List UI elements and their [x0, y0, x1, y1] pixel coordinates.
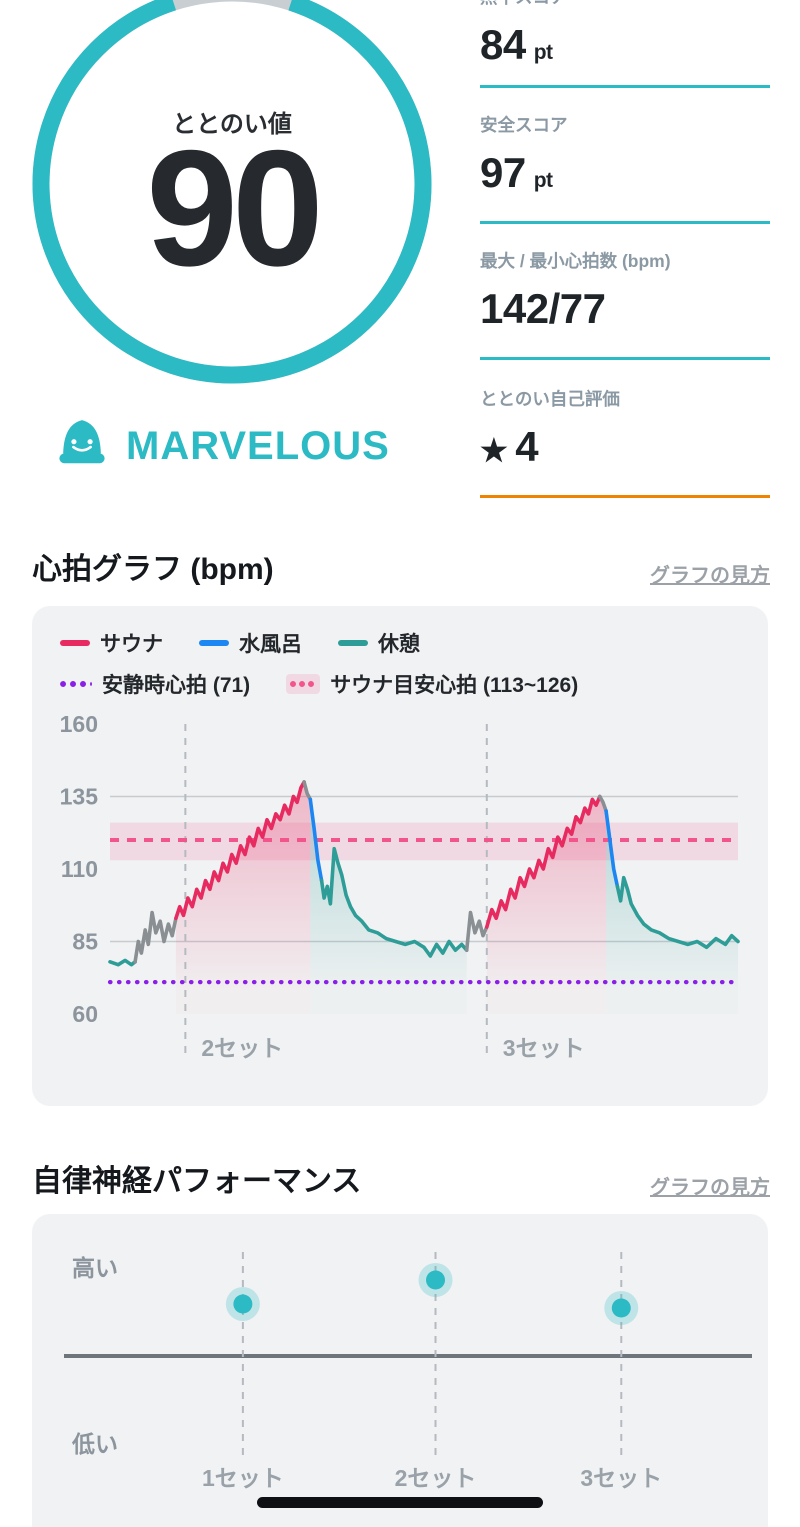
hr-line-sauna [174, 780, 306, 921]
legend-target-hr: サウナ目安心拍 (113~126) [286, 669, 578, 699]
hr-legend: サウナ 水風呂 休憩 安静時心拍 (71) サウナ目安心拍 [60, 628, 578, 699]
sauna-hat-icon [59, 420, 105, 464]
rest-line-swatch [338, 640, 368, 646]
performance-dot [611, 1298, 631, 1318]
hr-area-teal [606, 811, 738, 1014]
hr-section-header: 心拍グラフ (bpm) グラフの見方 [32, 544, 770, 588]
stat-label: 安全スコア [480, 115, 568, 135]
low-label: 低い [71, 1431, 118, 1457]
set-label: 2セット [395, 1465, 477, 1491]
gauge-progress-arc [32, 0, 432, 384]
legend-label: 安静時心拍 (71) [102, 674, 251, 697]
stat-label: 熱中スコア [480, 0, 770, 9]
gauge-label: ととのい値 [172, 111, 292, 138]
hr-area-pink [175, 782, 311, 1014]
y-tick-label: 60 [72, 1001, 98, 1027]
y-tick-label: 160 [60, 711, 98, 737]
ans-graph-help-link[interactable]: グラフの見方 [650, 1177, 770, 1199]
hr-line-transition [133, 910, 178, 964]
legend-sauna: サウナ [60, 628, 163, 658]
hr-section-title: 心拍グラフ (bpm) [32, 553, 274, 586]
autonomic-card: 高い低い 1セット 2セット 3セット [32, 1214, 768, 1527]
hr-line-rest [319, 846, 469, 958]
stat-value: 142/77 [480, 285, 606, 332]
hr-line-water [604, 809, 620, 889]
ans-section-title: 自律神経パフォーマンス [32, 1165, 362, 1198]
target-band-swatch [286, 674, 321, 694]
set-label: 3セット [580, 1465, 662, 1491]
legend-label: 水風呂 [239, 633, 302, 656]
set-marker-label: 2セット [201, 1035, 283, 1061]
legend-water: 水風呂 [199, 628, 302, 658]
hr-line-transition [302, 780, 313, 802]
legend-resting-hr: 安静時心拍 (71) [60, 669, 250, 699]
hr-area-teal [310, 799, 467, 1014]
hr-line-sauna [484, 794, 602, 929]
performance-dot [233, 1294, 253, 1314]
water-line-swatch [199, 640, 229, 646]
hr-line-transition [464, 910, 489, 952]
set-marker-label: 3セット [503, 1035, 585, 1061]
y-tick-label: 85 [72, 929, 98, 955]
high-label: 高い [72, 1255, 118, 1281]
sauna-line-swatch [60, 640, 90, 646]
legend-row-1: サウナ 水風呂 休憩 [60, 628, 578, 658]
status-text: MARVELOUS [126, 423, 390, 468]
stat-value: 84 pt [480, 21, 553, 68]
ans-section-header: 自律神経パフォーマンス グラフの見方 [32, 1156, 770, 1200]
hr-line-rest [108, 958, 137, 967]
hr-line-rest [615, 875, 740, 950]
resting-dotted-swatch [60, 681, 92, 687]
performance-dot [426, 1270, 446, 1290]
hr-line-transition [597, 794, 608, 813]
stat-self-rating: ととのい自己評価 ★ 4 [480, 386, 770, 498]
stat-safety-score: 安全スコア 97 pt [480, 112, 770, 224]
legend-row-2: 安静時心拍 (71) サウナ目安心拍 (113~126) [60, 669, 578, 699]
stat-label: 最大 / 最小心拍数 (bpm) [480, 251, 671, 271]
heart-rate-card: サウナ 水風呂 休憩 安静時心拍 (71) サウナ目安心拍 [32, 606, 768, 1106]
totonoi-gauge-ring [32, 0, 432, 384]
status-row: MARVELOUS [56, 418, 390, 474]
star-icon: ★ [480, 433, 508, 468]
stat-value: 97 pt [480, 149, 553, 196]
legend-label: サウナ [100, 633, 163, 656]
legend-label: サウナ目安心拍 (113~126) [330, 674, 579, 697]
y-tick-label: 135 [60, 784, 99, 810]
legend-rest: 休憩 [338, 628, 420, 658]
stat-label: ととのい自己評価 [480, 389, 620, 409]
hr-area-pink [486, 796, 607, 1014]
set-label: 1セット [202, 1465, 284, 1491]
heart-rate-chart: 160 135 110 85 60 2セット 3セット [60, 711, 741, 1061]
hr-graph-help-link[interactable]: グラフの見方 [650, 565, 770, 587]
y-tick-label: 110 [61, 856, 98, 882]
stat-max-min-hr: 最大 / 最小心拍数 (bpm) 142/77 [480, 248, 770, 360]
home-indicator[interactable] [257, 1497, 543, 1508]
gauge-value: 90 [146, 116, 324, 300]
legend-label: 休憩 [378, 633, 420, 656]
hr-line-water [308, 797, 324, 883]
stat-value: ★ 4 [480, 423, 539, 470]
